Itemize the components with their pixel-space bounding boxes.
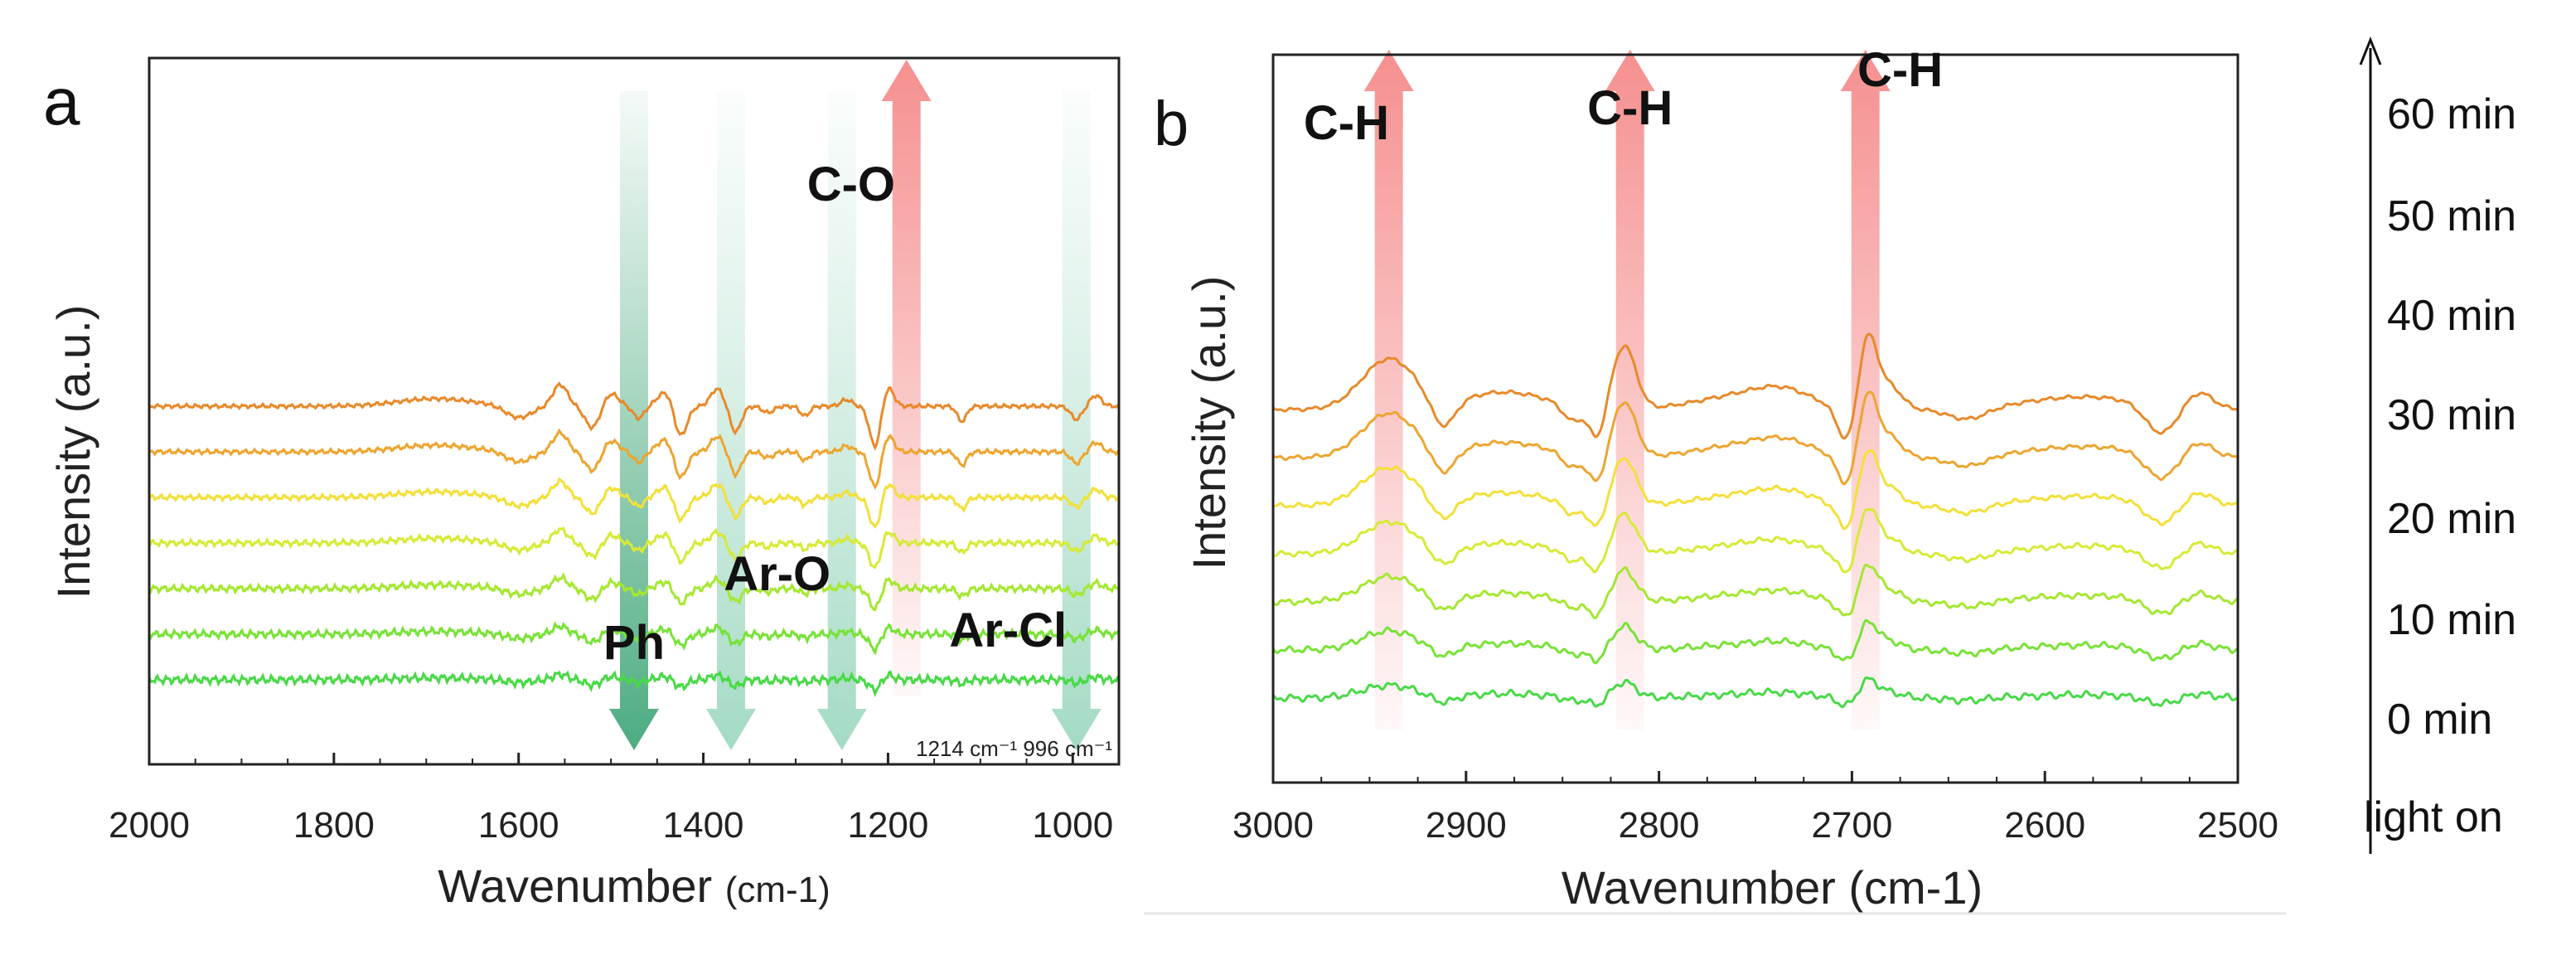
panel-b-series-60-min xyxy=(1272,332,2239,440)
panel-a-series-60-min xyxy=(148,381,1120,451)
panel-b-series-30-min xyxy=(1272,507,2239,574)
panel-b-series-50-min xyxy=(1272,390,2239,486)
panel-b-annotations: C-H C-H C-H xyxy=(1304,43,1943,150)
time-legend-label-50-min: 50 min xyxy=(2387,192,2516,240)
panel-a-note-label: 1214 cm⁻¹ 996 cm⁻¹ xyxy=(916,736,1112,761)
panel-b-label: b xyxy=(1154,89,1189,159)
panel-b-series-0-min xyxy=(1271,676,2239,709)
panel-a-label: a xyxy=(43,65,80,138)
panel-a-x-tick-label-1800: 1800 xyxy=(293,805,375,846)
time-legend-label-light-on: light on xyxy=(2364,793,2503,841)
panel-b-annotation-1: C-H xyxy=(1587,81,1673,135)
panel-a-x-tick-label-1200: 1200 xyxy=(847,805,928,846)
time-legend-label-30-min: 30 min xyxy=(2387,391,2516,439)
panel-b-series xyxy=(1271,332,2239,709)
panel-b-x-tick-label-2900: 2900 xyxy=(1426,805,1507,846)
time-legend-label-10-min: 10 min xyxy=(2387,596,2516,644)
panel-a-x-axis-label: Wavenumber (cm-1) xyxy=(438,860,830,912)
panel-b-x-tick-label-2800: 2800 xyxy=(1619,805,1700,846)
time-legend-label-60-min: 60 min xyxy=(2387,90,2516,138)
panel-b-x-tick-label-2500: 2500 xyxy=(2197,805,2278,846)
panel-b-annotation-0: C-H xyxy=(1304,96,1389,150)
panel-a-annotation-3: Ar-Cl xyxy=(949,604,1067,657)
panel-b-x-axis-label-main: Wavenumber xyxy=(1562,861,1836,914)
panel-a-x-ticks: 2000 1800 1600 1400 1200 1000 xyxy=(109,753,1120,846)
panel-b: 3000 2900 2800 2700 2600 2500 b Intensity (a.… xyxy=(1144,43,2286,915)
panel-a-series-30-min xyxy=(148,526,1120,570)
panel-a-annotation-2: Ar-O xyxy=(724,547,830,601)
panel-b-annotation-2: C-H xyxy=(1857,43,1943,97)
panel-a-annotation-0: C-O xyxy=(807,158,895,211)
panel-a: 2000 1800 1600 1400 1200 1000 a Intensity (a.… xyxy=(43,56,1121,912)
panel-b-series-40-min xyxy=(1272,448,2239,531)
time-legend-label-0-min: 0 min xyxy=(2387,696,2492,744)
panel-a-x-axis-label-main: Wavenumber xyxy=(438,860,712,912)
panel-a-series-40-min xyxy=(148,477,1121,529)
panel-b-arrows xyxy=(1363,50,1891,730)
panel-a-annotation-1: Ph xyxy=(603,616,665,670)
panel-b-series-20-min xyxy=(1271,563,2239,620)
panel-b-x-axis-label: Wavenumber (cm-1) xyxy=(1562,861,1983,914)
panel-b-x-axis-label-unit: (cm-1) xyxy=(1848,861,1983,914)
panel-b-plot-frame xyxy=(1271,53,2239,784)
panel-b-arrow-1 xyxy=(1605,50,1655,730)
time-legend-label-40-min: 40 min xyxy=(2387,292,2516,340)
panel-b-x-tick-label-2700: 2700 xyxy=(1811,805,1892,846)
panel-a-series-20-min xyxy=(148,572,1120,612)
panel-a-series xyxy=(148,381,1121,698)
panel-b-x-tick-label-3000: 3000 xyxy=(1232,805,1314,846)
panel-b-arrow-0 xyxy=(1363,50,1414,730)
time-legend-label-20-min: 20 min xyxy=(2387,495,2516,543)
panel-a-y-axis-label: Intensity (a.u.) xyxy=(47,305,99,599)
panel-a-x-axis-label-unit: (cm-1) xyxy=(725,870,830,910)
panel-a-series-50-min xyxy=(148,428,1121,490)
panel-a-x-tick-label-1000: 1000 xyxy=(1032,805,1113,846)
panel-b-x-tick-label-2600: 2600 xyxy=(2004,805,2085,846)
panel-b-y-axis-label: Intensity (a.u.) xyxy=(1183,276,1235,570)
panel-a-x-tick-label-1400: 1400 xyxy=(663,805,744,846)
panel-a-arrow-3 xyxy=(881,60,932,696)
panel-a-annotations: C-O Ph Ar-O Ar-Cl xyxy=(603,158,1067,670)
time-legend-arrow-head-icon xyxy=(2359,36,2382,65)
panel-a-x-tick-label-1600: 1600 xyxy=(478,805,559,846)
panel-b-arrow-2 xyxy=(1840,50,1891,730)
panel-a-x-tick-label-2000: 2000 xyxy=(109,805,190,846)
panel-a-series-0-min xyxy=(148,670,1120,698)
panel-b-series-10-min xyxy=(1271,618,2239,665)
panel-b-x-ticks: 3000 2900 2800 2700 2600 2500 xyxy=(1232,771,2278,846)
panel-a-series-10-min xyxy=(148,621,1120,656)
panel-a-plot-frame xyxy=(148,56,1121,766)
time-legend: 60 min 50 min 40 min 30 min 20 min 10 min 0 mi… xyxy=(2359,36,2516,854)
